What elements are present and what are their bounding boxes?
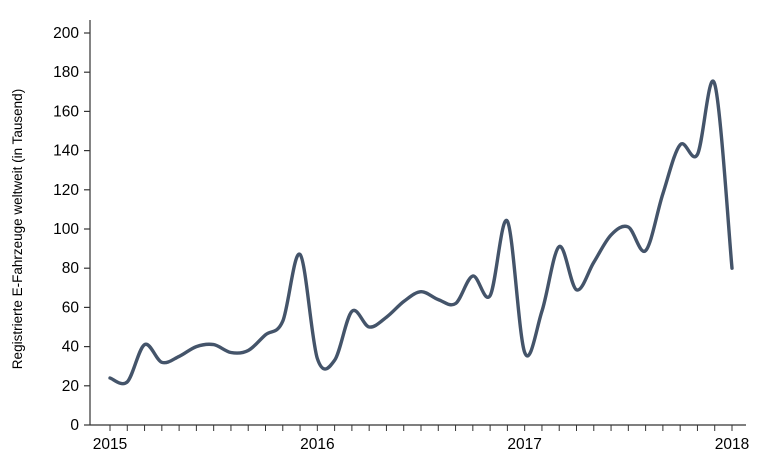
x-year-label: 2015 [93,436,127,453]
x-year-label: 2016 [300,436,334,453]
y-tick-label: 0 [70,417,79,434]
y-tick-label: 120 [53,182,79,199]
y-tick-label: 200 [53,25,79,42]
y-tick-label: 180 [53,64,79,81]
y-tick-label: 40 [62,339,80,356]
y-axis-title: Registrierte E-Fahrzeuge weltweit (in Ta… [10,89,25,369]
y-tick-label: 60 [62,299,80,316]
y-tick-label: 100 [53,221,79,238]
y-tick-label: 160 [53,103,79,120]
y-tick-label: 80 [62,260,80,277]
y-tick-label: 140 [53,143,79,160]
y-tick-label: 20 [62,378,80,395]
x-year-label: 2017 [507,436,541,453]
data-series-line [108,79,734,386]
x-year-label: 2018 [715,436,749,453]
plot-area: 0 20 40 60 80 100 120 140 160 180 200 2015 2016 2017 2… [53,20,749,453]
